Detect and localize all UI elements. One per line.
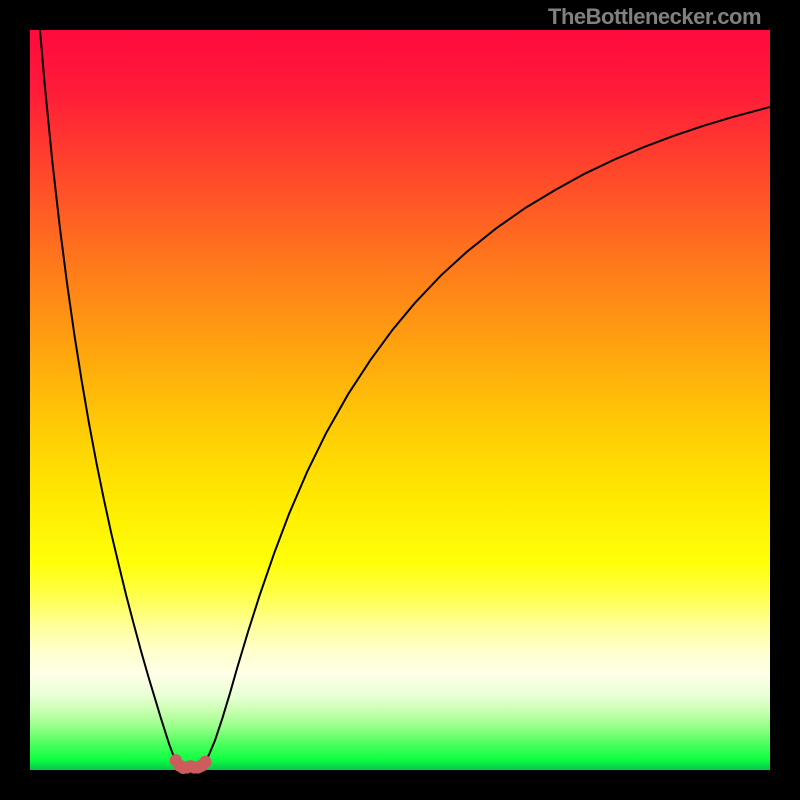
ideal-marker [199, 756, 211, 768]
watermark-label: TheBottlenecker.com [548, 4, 761, 30]
ideal-zone-markers [0, 0, 800, 800]
